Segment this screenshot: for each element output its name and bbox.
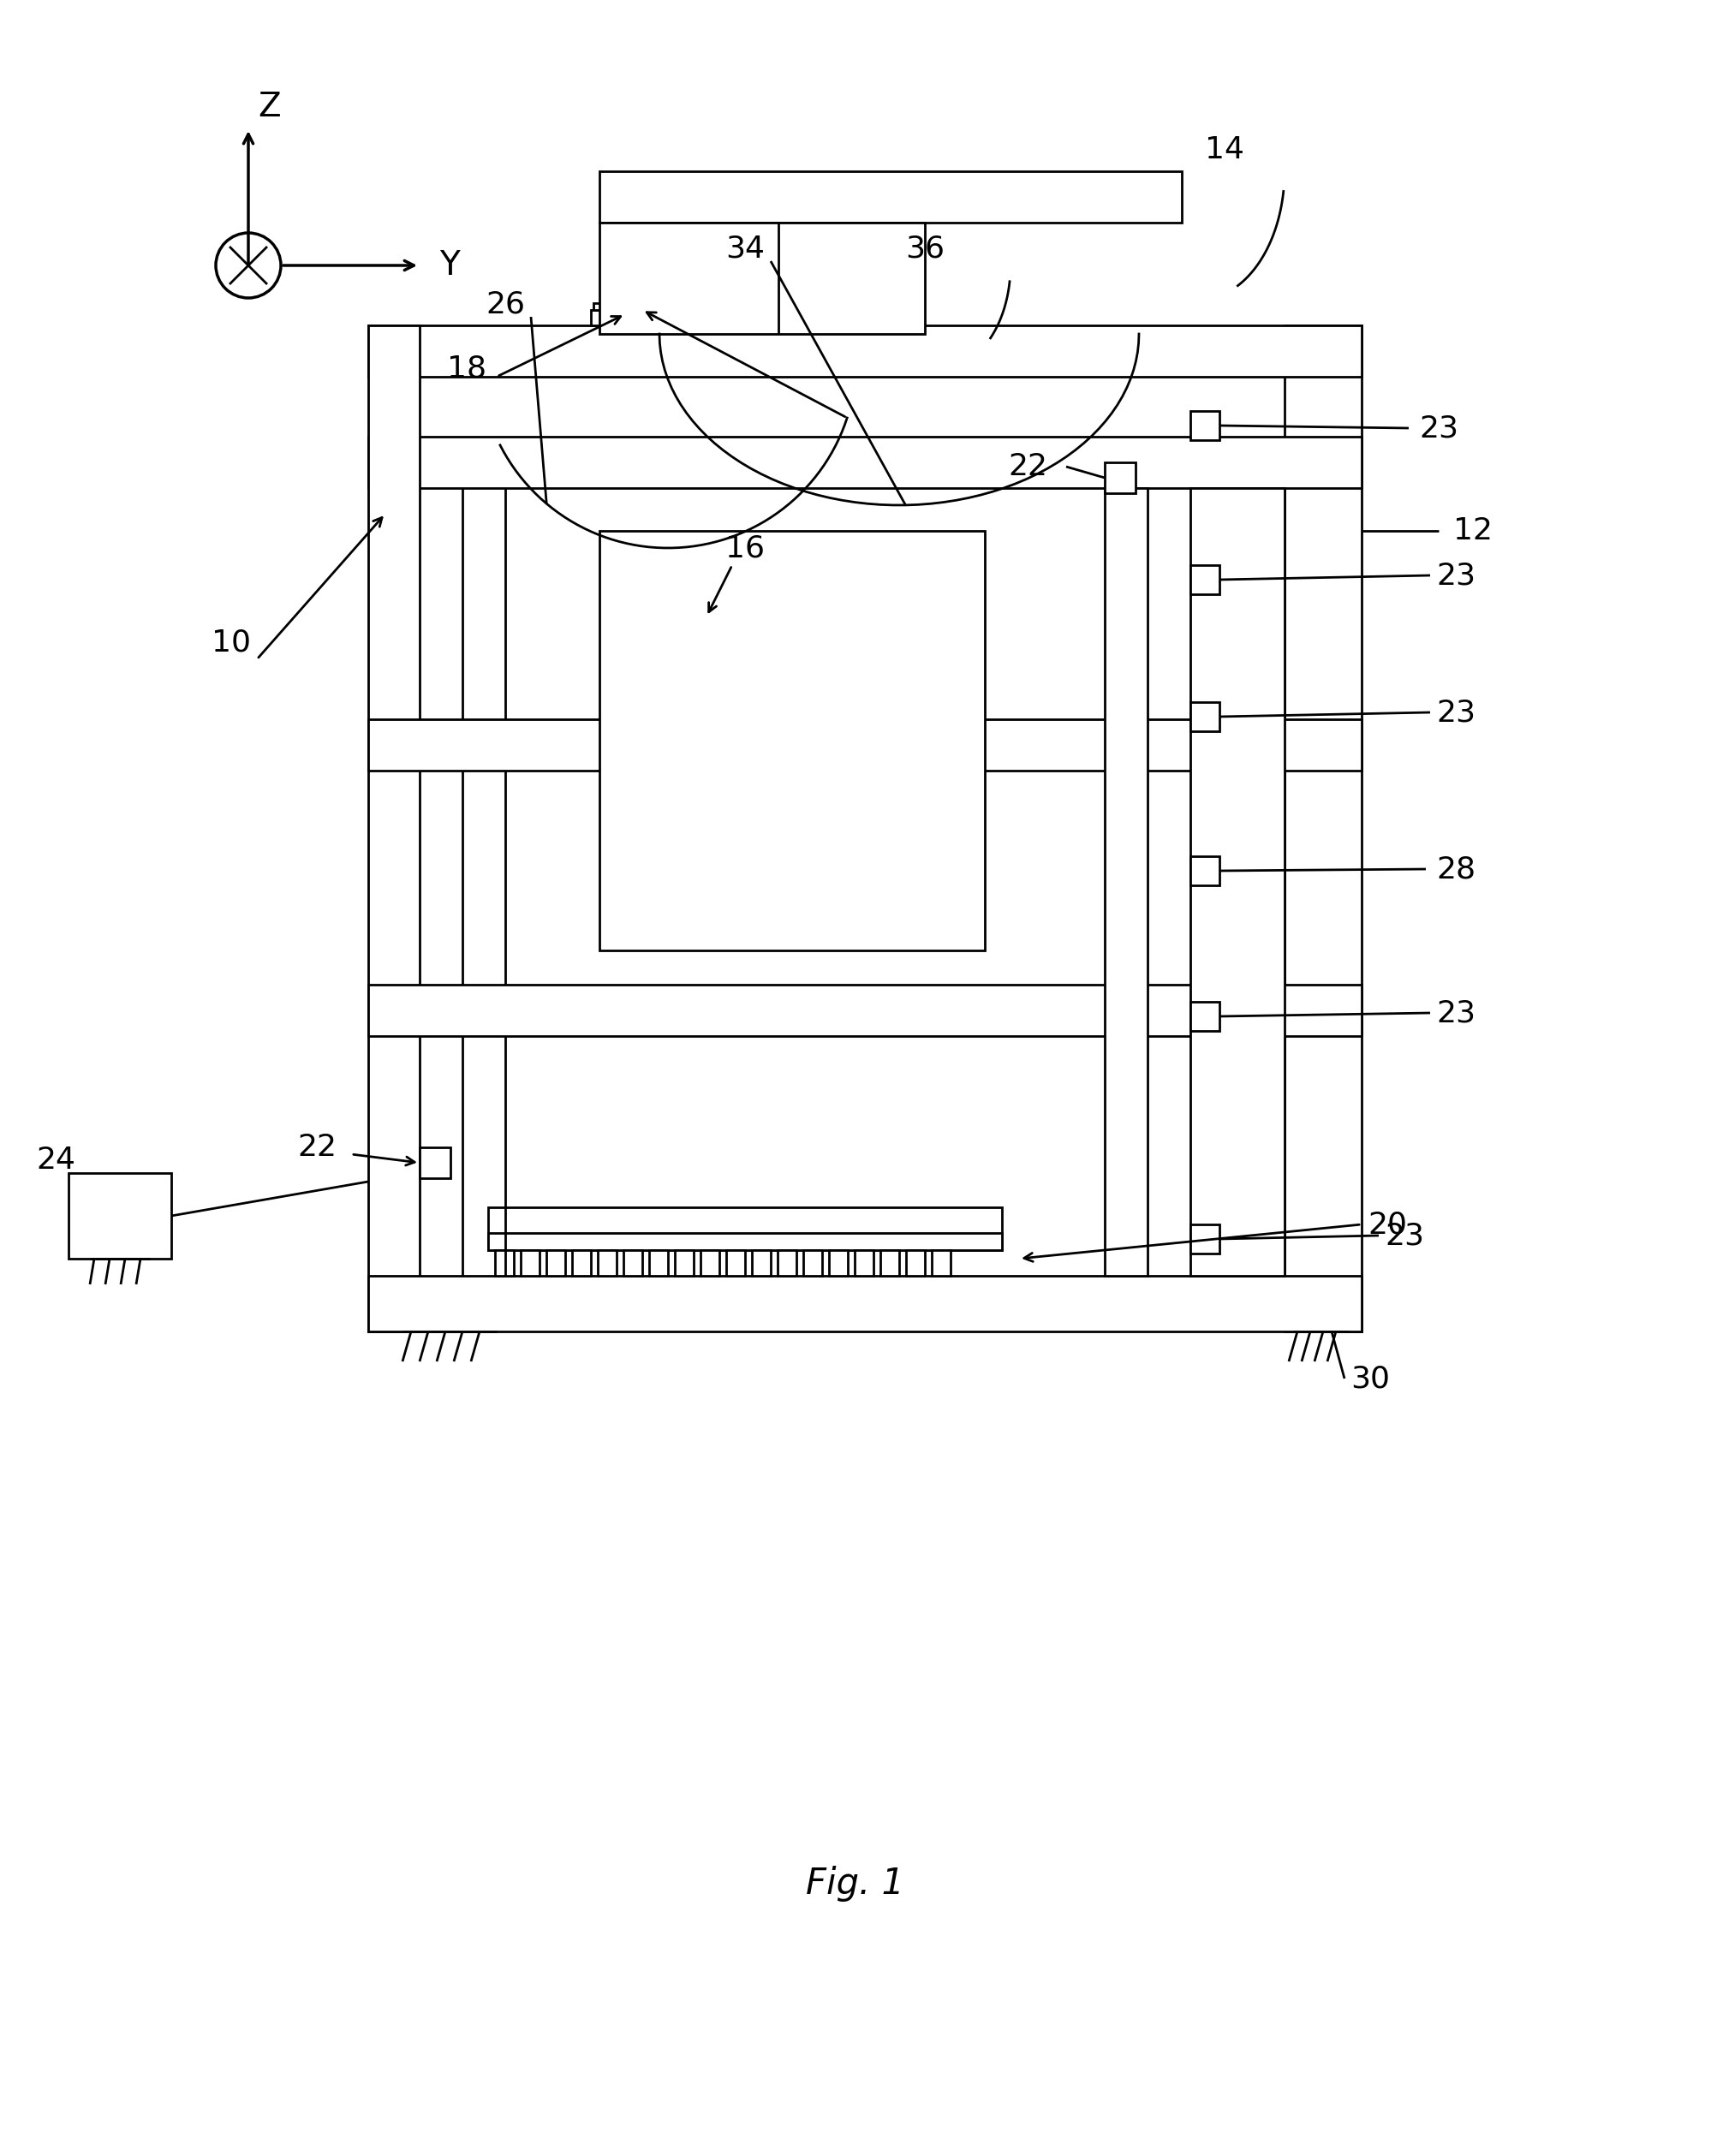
Text: 20: 20 — [1367, 1210, 1406, 1240]
Bar — [777, 1250, 796, 1276]
Text: 12: 12 — [1453, 515, 1492, 545]
Bar — [419, 1147, 450, 1177]
Text: 16: 16 — [725, 533, 765, 563]
Bar — [802, 1250, 821, 1276]
Bar — [546, 1250, 565, 1276]
Bar — [599, 170, 1181, 222]
Bar — [1189, 412, 1218, 440]
Bar — [854, 1250, 873, 1276]
Bar — [488, 1233, 1001, 1250]
Bar — [1189, 565, 1218, 595]
Text: 22: 22 — [1008, 453, 1047, 481]
Bar — [488, 1207, 1001, 1250]
Text: 18: 18 — [447, 354, 486, 384]
Bar — [1104, 461, 1134, 494]
Bar — [597, 1250, 616, 1276]
Text: 22: 22 — [298, 1132, 337, 1162]
Bar — [648, 1250, 667, 1276]
Text: 28: 28 — [1436, 854, 1475, 884]
Text: 26: 26 — [486, 289, 525, 319]
Bar — [494, 1250, 513, 1276]
Text: 23: 23 — [1418, 414, 1458, 442]
Circle shape — [216, 233, 281, 298]
Bar — [599, 222, 924, 334]
Bar — [1189, 703, 1218, 731]
Bar — [368, 720, 1360, 770]
Bar — [1189, 487, 1283, 1276]
Bar — [623, 1250, 642, 1276]
Bar — [1189, 856, 1218, 886]
Bar — [1283, 326, 1360, 1332]
Bar — [674, 1250, 693, 1276]
Bar — [368, 985, 1360, 1037]
Bar — [368, 438, 1360, 487]
Text: 23: 23 — [1436, 699, 1475, 727]
Bar — [905, 1250, 924, 1276]
Bar — [571, 1250, 590, 1276]
Text: 36: 36 — [905, 233, 944, 263]
Text: Z: Z — [258, 91, 281, 123]
Bar — [68, 1173, 171, 1259]
Bar — [725, 1250, 744, 1276]
Bar — [1104, 487, 1146, 1276]
Bar — [520, 1250, 539, 1276]
Text: 23: 23 — [1436, 998, 1475, 1028]
Text: 30: 30 — [1350, 1365, 1389, 1393]
Bar — [368, 326, 419, 1332]
Bar — [590, 310, 693, 326]
Bar — [599, 530, 984, 951]
Bar — [594, 304, 691, 310]
Text: 10: 10 — [212, 627, 252, 658]
Text: Fig. 1: Fig. 1 — [806, 1865, 905, 1902]
Text: 34: 34 — [725, 233, 765, 263]
Bar — [1189, 1003, 1218, 1031]
Bar — [368, 1276, 1360, 1332]
Bar — [828, 1250, 847, 1276]
Text: 23: 23 — [1436, 561, 1475, 591]
Bar — [368, 326, 1360, 377]
Text: 14: 14 — [1205, 136, 1244, 164]
Bar — [879, 1250, 898, 1276]
Text: 24: 24 — [36, 1145, 75, 1175]
Bar — [931, 1250, 950, 1276]
Bar — [700, 1250, 719, 1276]
Text: 23: 23 — [1384, 1220, 1424, 1250]
Bar — [1189, 1225, 1218, 1253]
Text: Y: Y — [440, 250, 460, 282]
Bar — [751, 1250, 770, 1276]
